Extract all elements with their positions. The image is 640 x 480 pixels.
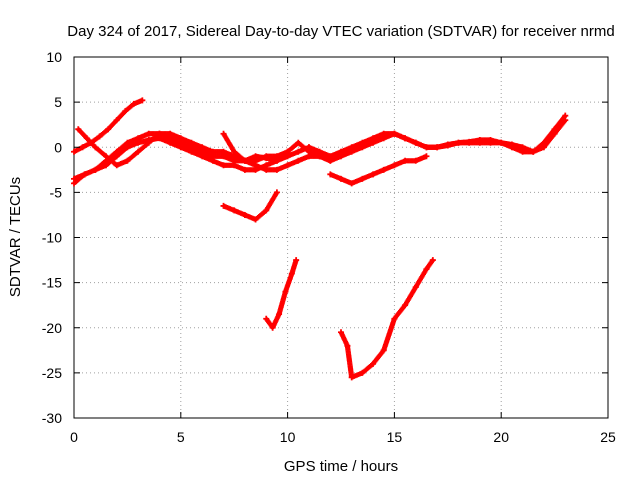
y-axis-label: SDTVAR / TECUs xyxy=(7,177,24,297)
chart-title: Day 324 of 2017, Sidereal Day-to-day VTE… xyxy=(67,23,614,40)
series-track-7 xyxy=(327,153,430,187)
x-tick-label: 15 xyxy=(387,429,403,445)
series-track-10 xyxy=(338,257,436,381)
x-tick-label: 10 xyxy=(280,429,296,445)
series-track-4 xyxy=(71,130,334,187)
y-tick-label: -20 xyxy=(42,320,62,336)
data-point xyxy=(429,257,436,264)
y-tick-label: 5 xyxy=(54,94,62,110)
y-tick-label: -30 xyxy=(42,410,62,426)
y-tick-label: -5 xyxy=(50,184,63,200)
x-tick-label: 20 xyxy=(493,429,509,445)
grid-lines xyxy=(74,57,608,418)
series-track-9 xyxy=(263,257,300,331)
data-points xyxy=(71,97,569,381)
x-axis-label: GPS time / hours xyxy=(284,458,398,475)
y-tick-label: -25 xyxy=(42,365,62,381)
x-tick-label: 0 xyxy=(70,429,78,445)
data-point xyxy=(562,117,569,124)
series-track-8 xyxy=(220,189,280,223)
y-tick-label: 10 xyxy=(46,49,62,65)
y-tick-label: 0 xyxy=(54,139,62,155)
y-tick-label: -10 xyxy=(42,230,62,246)
data-point xyxy=(293,257,300,264)
y-tick-label: -15 xyxy=(42,275,62,291)
axis-ticks: 0 5 10 15 20 25 10 5 0 -5 -10 -15 -20 -25 -30 xyxy=(42,49,616,445)
data-point xyxy=(139,97,146,104)
data-point xyxy=(273,189,280,196)
series-track-6 xyxy=(305,117,569,160)
data-point xyxy=(423,153,430,160)
x-tick-label: 5 xyxy=(177,429,185,445)
x-tick-label: 25 xyxy=(600,429,616,445)
